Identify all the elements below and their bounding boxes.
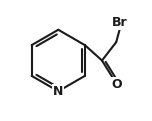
Text: O: O xyxy=(112,78,122,91)
Text: Br: Br xyxy=(112,16,128,29)
Text: N: N xyxy=(53,85,63,98)
